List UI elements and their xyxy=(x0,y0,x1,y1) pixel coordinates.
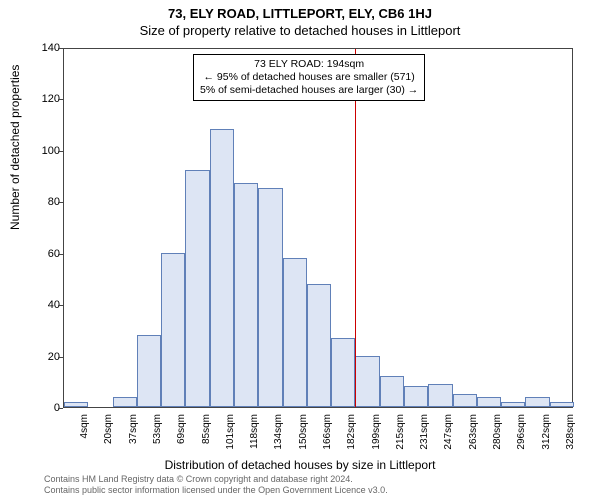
x-axis-label: Distribution of detached houses by size … xyxy=(0,458,600,472)
y-tick-mark xyxy=(58,99,63,100)
histogram-bar xyxy=(501,402,525,407)
x-tick-label: 37sqm xyxy=(128,414,139,444)
annotation-line-2: ← 95% of detached houses are smaller (57… xyxy=(200,71,418,84)
y-tick-mark xyxy=(58,305,63,306)
footer-attribution: Contains HM Land Registry data © Crown c… xyxy=(44,474,388,496)
y-tick-label: 40 xyxy=(30,299,60,311)
histogram-bar xyxy=(355,356,379,407)
histogram-bar xyxy=(380,376,404,407)
x-tick-label: 199sqm xyxy=(371,414,382,450)
x-tick-label: 69sqm xyxy=(176,414,187,444)
histogram-bar xyxy=(185,170,209,407)
histogram-bar xyxy=(113,397,137,407)
y-tick-label: 120 xyxy=(30,93,60,105)
annotation-box: 73 ELY ROAD: 194sqm← 95% of detached hou… xyxy=(193,54,425,101)
histogram-bar xyxy=(331,338,355,407)
annotation-line-3: 5% of semi-detached houses are larger (3… xyxy=(200,84,418,97)
chart-plot-area xyxy=(63,48,573,408)
x-tick-label: 85sqm xyxy=(201,414,212,444)
x-tick-label: 182sqm xyxy=(346,414,357,450)
footer-line-1: Contains HM Land Registry data © Crown c… xyxy=(44,474,388,485)
y-tick-mark xyxy=(58,357,63,358)
histogram-bar xyxy=(525,397,549,407)
histogram-bar xyxy=(161,253,185,407)
x-tick-label: 150sqm xyxy=(298,414,309,450)
histogram-bar xyxy=(283,258,307,407)
histogram-bar xyxy=(428,384,452,407)
x-tick-label: 134sqm xyxy=(273,414,284,450)
histogram-bar xyxy=(307,284,331,407)
x-tick-label: 312sqm xyxy=(541,414,552,450)
x-tick-label: 263sqm xyxy=(468,414,479,450)
x-tick-label: 231sqm xyxy=(419,414,430,450)
x-tick-label: 101sqm xyxy=(225,414,236,450)
y-tick-label: 0 xyxy=(30,402,60,414)
y-tick-mark xyxy=(58,408,63,409)
histogram-bar xyxy=(453,394,477,407)
x-tick-label: 296sqm xyxy=(516,414,527,450)
y-tick-label: 100 xyxy=(30,145,60,157)
footer-line-2: Contains public sector information licen… xyxy=(44,485,388,496)
histogram-bar xyxy=(404,386,428,407)
y-tick-mark xyxy=(58,151,63,152)
reference-line xyxy=(355,49,356,407)
x-tick-label: 247sqm xyxy=(443,414,454,450)
page-title: 73, ELY ROAD, LITTLEPORT, ELY, CB6 1HJ xyxy=(0,0,600,21)
x-tick-label: 4sqm xyxy=(79,414,90,438)
y-tick-mark xyxy=(58,254,63,255)
x-tick-label: 118sqm xyxy=(249,414,260,449)
y-tick-label: 80 xyxy=(30,196,60,208)
x-tick-label: 166sqm xyxy=(322,414,333,450)
histogram-bar xyxy=(210,129,234,407)
x-tick-label: 215sqm xyxy=(395,414,406,450)
histogram-bar xyxy=(64,402,88,407)
y-tick-mark xyxy=(58,202,63,203)
histogram-bar xyxy=(258,188,282,407)
y-axis-label: Number of detached properties xyxy=(8,65,22,230)
y-tick-label: 20 xyxy=(30,351,60,363)
histogram-bar xyxy=(477,397,501,407)
histogram-bar xyxy=(137,335,161,407)
x-tick-label: 53sqm xyxy=(152,414,163,444)
annotation-line-1: 73 ELY ROAD: 194sqm xyxy=(200,58,418,71)
y-tick-label: 60 xyxy=(30,248,60,260)
y-tick-label: 140 xyxy=(30,42,60,54)
histogram-bar xyxy=(550,402,574,407)
chart-subtitle: Size of property relative to detached ho… xyxy=(0,21,600,38)
x-tick-label: 20sqm xyxy=(103,414,114,444)
y-tick-mark xyxy=(58,48,63,49)
x-tick-label: 328sqm xyxy=(565,414,576,450)
x-tick-label: 280sqm xyxy=(492,414,503,450)
histogram-bar xyxy=(234,183,258,407)
